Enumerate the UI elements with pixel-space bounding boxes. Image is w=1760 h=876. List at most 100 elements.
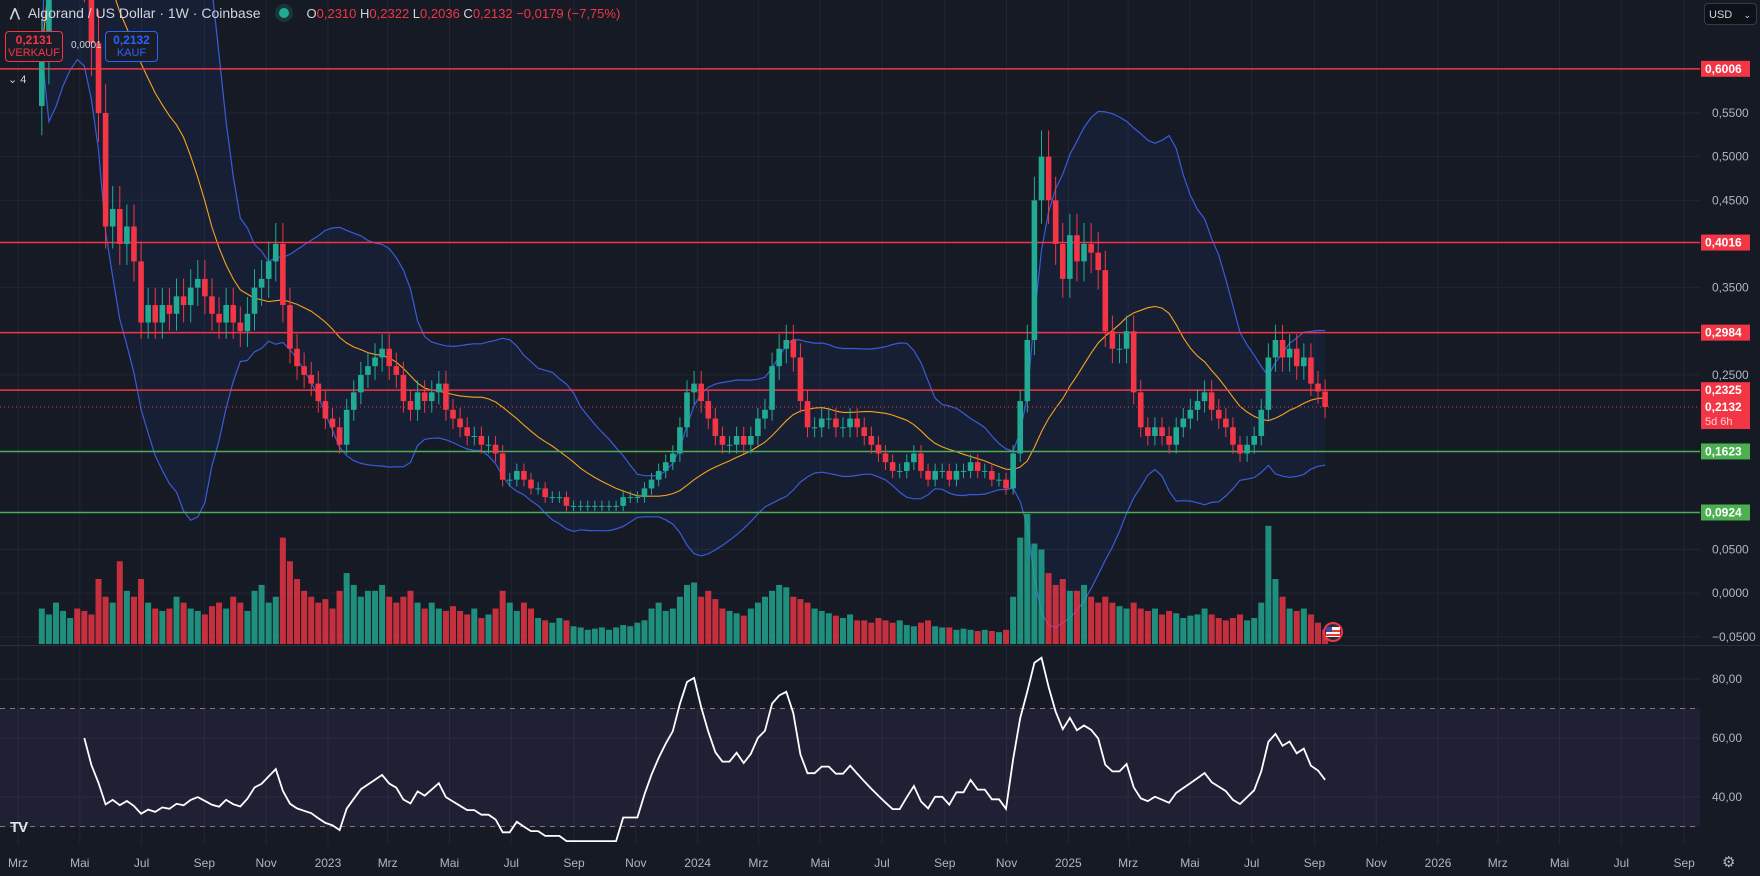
volume-bars xyxy=(38,514,1329,644)
candle xyxy=(740,426,747,454)
candle-body xyxy=(251,287,258,314)
volume-bar xyxy=(1194,614,1201,644)
candle-body xyxy=(301,366,307,375)
time-tick-label: Nov xyxy=(1366,856,1387,870)
candle xyxy=(670,445,676,471)
currency-button[interactable]: USD ⌄ xyxy=(1704,3,1757,25)
candle-body xyxy=(684,392,690,428)
level-price-label: 0,4016 xyxy=(1705,236,1742,250)
candle-body xyxy=(1130,331,1137,393)
candle xyxy=(1208,380,1215,421)
candle-body xyxy=(911,453,917,463)
volume-bar xyxy=(613,627,620,644)
rsi-pane xyxy=(0,656,1700,842)
time-tick-label: Sep xyxy=(563,856,585,870)
candle xyxy=(1308,343,1314,397)
candle-body xyxy=(506,479,513,481)
volume-bar xyxy=(535,618,542,644)
candle-body xyxy=(1024,339,1031,402)
candle-body xyxy=(705,401,712,419)
candle-body xyxy=(343,409,350,445)
volume-bar xyxy=(861,620,868,644)
volume-bar xyxy=(662,610,669,644)
volume-bar xyxy=(1300,608,1307,644)
candle-body xyxy=(514,470,520,480)
candle xyxy=(960,463,967,479)
candle-body xyxy=(1272,339,1279,358)
candle-body xyxy=(350,392,357,410)
volume-bar xyxy=(769,590,776,644)
volume-bar xyxy=(1286,608,1293,644)
candle xyxy=(911,445,917,471)
candle-body xyxy=(1301,357,1307,367)
candle-body xyxy=(294,348,300,367)
candle xyxy=(1230,417,1236,454)
candle xyxy=(535,482,541,495)
candle xyxy=(882,445,889,471)
candle xyxy=(811,417,818,438)
volume-bar xyxy=(1208,614,1215,644)
candle xyxy=(336,417,343,454)
candle-body xyxy=(1003,479,1009,489)
volume-bar xyxy=(400,596,407,644)
candle xyxy=(1201,380,1208,413)
volume-bar xyxy=(315,602,322,644)
volume-bar xyxy=(208,606,215,644)
candle-body xyxy=(740,436,747,445)
volume-bar xyxy=(428,602,435,644)
candle xyxy=(776,334,782,380)
volume-bar xyxy=(1017,537,1024,644)
event-flag-icon[interactable] xyxy=(1323,622,1343,642)
volume-bar xyxy=(45,614,52,644)
candle xyxy=(173,278,180,331)
candle xyxy=(1123,315,1130,364)
level-price-label: 0,2325 xyxy=(1705,383,1742,397)
volume-bar xyxy=(386,596,393,644)
candle xyxy=(209,278,215,331)
volume-bar xyxy=(38,608,45,644)
candle-body xyxy=(847,418,853,428)
candle xyxy=(1166,426,1172,454)
volume-bar xyxy=(1116,606,1123,644)
candle-body xyxy=(116,209,123,244)
settings-icon[interactable]: ⚙ xyxy=(1722,854,1736,871)
candle-body xyxy=(1166,436,1172,445)
indicators-toggle[interactable]: ⌄ 4 xyxy=(8,74,27,86)
candle-body xyxy=(173,296,180,314)
volume-bar xyxy=(1151,608,1158,644)
candle xyxy=(1279,324,1286,372)
candle xyxy=(1003,472,1009,495)
volume-bar xyxy=(372,590,379,644)
volume-bar xyxy=(329,608,336,644)
candle-body xyxy=(159,305,166,323)
candle-body xyxy=(478,436,485,445)
candle xyxy=(88,0,95,77)
candle-body xyxy=(875,444,882,454)
volume-bar xyxy=(953,629,960,644)
time-tick-label: Sep xyxy=(194,856,216,870)
tradingview-logo-icon[interactable]: TV xyxy=(10,819,28,836)
sell-button[interactable]: 0,2131 VERKAUF xyxy=(5,31,63,62)
candle xyxy=(414,380,421,421)
level-price-label: 0,0924 xyxy=(1705,505,1742,519)
time-tick-label: Jul xyxy=(1244,856,1259,870)
candle-body xyxy=(336,427,343,445)
candle-body xyxy=(280,243,286,306)
volume-bar xyxy=(811,608,818,644)
buy-button[interactable]: 0,2132 KAUF xyxy=(105,31,158,62)
volume-bar xyxy=(237,602,244,644)
candle xyxy=(648,472,655,495)
candle xyxy=(641,482,648,503)
candle-body xyxy=(216,313,222,323)
candle xyxy=(549,491,556,503)
volume-bar xyxy=(414,602,421,644)
symbol-title[interactable]: Algorand / US Dollar · 1W · Coinbase xyxy=(27,5,261,21)
volume-bar xyxy=(981,629,988,644)
candle xyxy=(953,463,960,487)
candle-body xyxy=(769,366,775,410)
open-label: O xyxy=(306,5,317,21)
volume-bar xyxy=(1229,618,1236,644)
candle-body xyxy=(535,488,541,490)
candle xyxy=(478,426,485,454)
